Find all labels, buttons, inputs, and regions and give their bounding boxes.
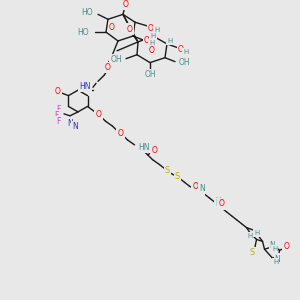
Text: H: H [273,259,278,265]
Text: O: O [144,36,150,45]
Text: O: O [284,242,290,251]
Text: O: O [109,23,115,32]
Text: H: H [254,230,259,236]
Text: N: N [270,241,275,250]
Text: N: N [200,184,205,193]
Text: H: H [150,33,156,39]
Text: O: O [178,45,184,54]
Text: O: O [127,25,133,34]
Text: F: F [56,105,60,114]
Text: H: H [199,189,204,195]
Text: O: O [193,182,199,191]
Text: F: F [56,117,60,126]
Text: O: O [55,87,60,96]
Text: HN: HN [80,82,91,91]
Text: S: S [175,172,180,181]
Text: O: O [219,200,224,208]
Text: N: N [215,200,221,208]
Text: HN: HN [139,143,150,152]
Text: O: O [152,146,158,155]
Text: O: O [96,110,101,119]
Text: H: H [272,246,277,252]
Text: OH: OH [179,58,190,67]
Text: H: H [154,27,160,33]
Text: HO: HO [81,8,93,17]
Text: S: S [250,248,255,257]
Text: H: H [149,40,154,46]
Text: O: O [123,0,129,9]
Text: HO: HO [77,28,89,37]
Text: H: H [215,197,220,203]
Text: O: O [149,46,155,55]
Text: OH: OH [144,70,156,79]
Text: H: H [167,38,172,44]
Text: S: S [165,166,170,175]
Text: H: H [247,233,252,239]
Text: O: O [118,128,124,137]
Text: H: H [183,49,189,55]
Text: F: F [54,111,58,120]
Text: N: N [72,122,78,131]
Text: N: N [275,255,280,264]
Text: O: O [105,63,111,72]
Text: O: O [148,24,154,33]
Text: N: N [67,119,73,128]
Text: OH: OH [110,55,122,64]
